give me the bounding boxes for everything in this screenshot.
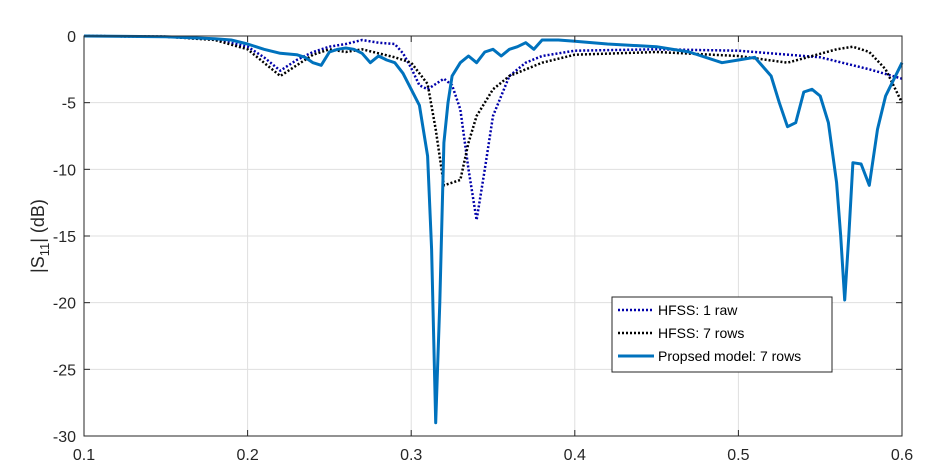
y-axis-label-tail: | (dB) [28,199,48,243]
series-line-2 [83,34,904,187]
x-tick-label: 0.5 [727,447,749,464]
y-axis-label-sub: 11 [37,243,52,257]
tick-labels: 0.1 0.2 0.3 0.4 0.5 0.6 0 -5 -10 -15 -20 -25 -30 [53,29,913,464]
y-tick-label: -30 [53,429,76,446]
legend-box [611,296,833,373]
series-group [83,34,904,425]
y-tick-label: -5 [62,96,76,113]
x-tick-label: 0.3 [400,447,422,464]
legend-label-1: HFSS: 1 raw [658,302,738,318]
y-tick-label: -25 [53,362,76,379]
y-tick-label: 0 [67,29,76,46]
legend-label-3: Propsed model: 7 rows [658,348,801,364]
y-axis-label-main: |S [28,256,48,273]
x-tick-label: 0.4 [564,447,586,464]
y-tick-label: -10 [53,162,76,179]
x-tick-label: 0.2 [236,447,258,464]
x-tick-label: 0.6 [891,447,913,464]
legend-label-2: HFSS: 7 rows [658,325,744,341]
y-tick-label: -20 [53,296,76,313]
y-tick-label: -15 [53,229,76,246]
y-axis-label: |S11| (dB) [28,199,52,273]
series-line-1 [83,34,903,222]
x-tick-label: 0.1 [73,447,95,464]
legend: HFSS: 1 raw HFSS: 7 rows Propsed model: 7 … [611,296,833,373]
series-line-3 [83,34,904,425]
